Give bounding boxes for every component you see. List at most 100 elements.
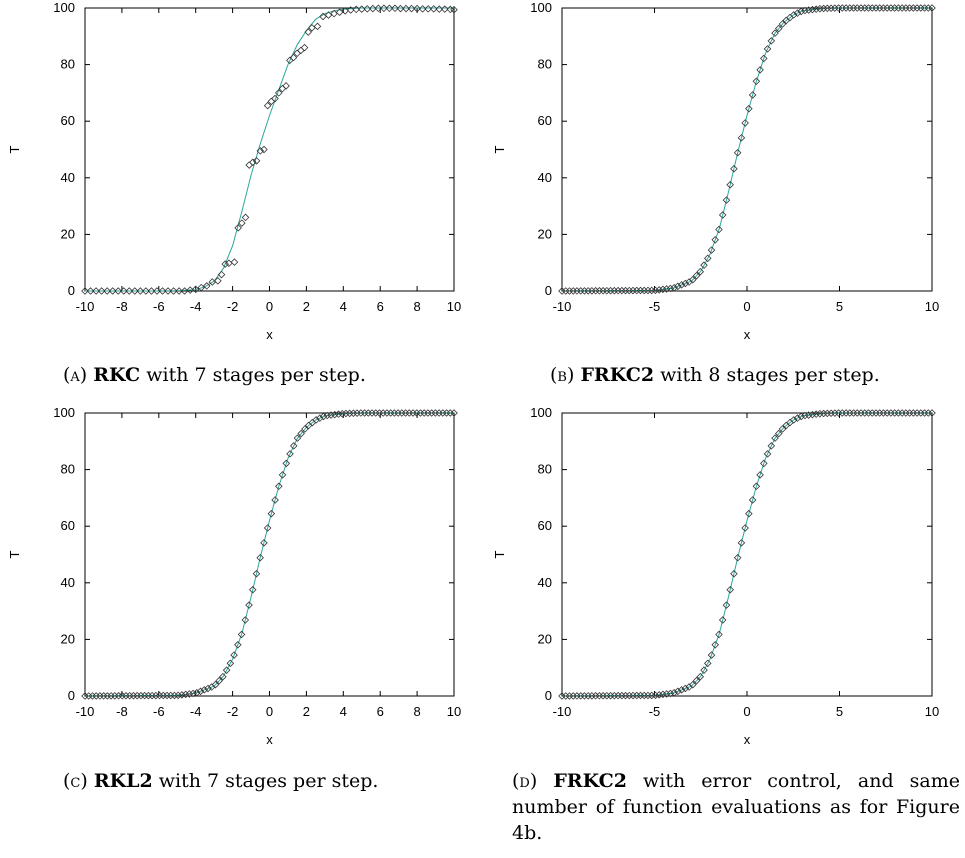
y-tick-label: 40 <box>61 575 75 590</box>
plot-frame <box>561 7 933 292</box>
data-point-marker <box>193 688 201 697</box>
caption-b-method: FRKC2 <box>580 364 655 386</box>
data-point-marker <box>297 429 305 438</box>
data-point-marker <box>196 687 205 696</box>
x-tick-label: 0 <box>743 299 750 314</box>
x-tick-label: 4 <box>340 299 347 314</box>
chart-panel-d: -10 -5 0 5 10 0 20 40 60 80 100 x T <box>482 405 965 755</box>
y-tick-label: 60 <box>538 113 552 128</box>
data-point-marker <box>248 585 257 594</box>
data-point-marker <box>260 145 268 154</box>
data-point-marker <box>219 672 227 681</box>
data-point-marker <box>715 225 723 234</box>
data-point-marker <box>297 46 305 55</box>
y-tick-label: 60 <box>538 518 552 533</box>
x-tick-label: 10 <box>447 704 461 719</box>
data-point-marker <box>767 37 776 45</box>
y-axis-label: T <box>492 145 507 153</box>
data-point-marker <box>245 161 253 169</box>
data-point-marker <box>282 459 291 468</box>
data-point-marker <box>763 45 772 53</box>
data-point-marker <box>237 630 246 639</box>
data-point-marker <box>211 680 220 689</box>
x-tick-label: 8 <box>413 299 420 314</box>
series-line <box>561 7 932 292</box>
y-axis-label: T <box>7 550 22 558</box>
data-point-marker <box>338 409 346 418</box>
caption-a-label: (a) <box>63 364 88 386</box>
data-point-marker <box>252 569 261 578</box>
x-tick-label: -6 <box>153 704 165 719</box>
x-tick-label: 5 <box>836 299 843 314</box>
x-tick-label: -10 <box>553 704 572 719</box>
data-point-marker <box>334 410 343 418</box>
x-axis-label: x <box>266 327 273 342</box>
caption-b: (b) FRKC2 with 8 stages per step. <box>550 362 960 388</box>
data-point-marker <box>730 164 738 173</box>
x-tick-label: -2 <box>227 704 239 719</box>
plot-frame <box>561 412 933 697</box>
data-point-marker <box>263 101 272 110</box>
data-point-marker <box>230 258 239 266</box>
data-point-marker <box>928 409 936 417</box>
data-point-marker <box>793 414 802 422</box>
data-point-marker <box>707 246 716 254</box>
data-point-marker <box>689 275 697 284</box>
data-point-marker <box>816 4 824 13</box>
data-point-marker <box>756 471 764 479</box>
caption-c-text: with 7 stages per step. <box>158 770 379 792</box>
data-point-marker <box>142 287 150 295</box>
data-point-marker <box>689 680 697 689</box>
data-point-marker <box>715 630 723 639</box>
data-point-marker <box>733 148 742 157</box>
data-point-marker <box>741 524 749 532</box>
x-tick-label: 6 <box>377 299 384 314</box>
data-point-marker <box>164 287 172 295</box>
data-point-marker <box>745 104 753 113</box>
data-point-marker <box>662 285 671 293</box>
y-tick-label: 40 <box>538 575 552 590</box>
data-point-marker <box>313 22 322 31</box>
x-tick-label: -2 <box>227 299 239 314</box>
data-point-marker <box>722 196 731 204</box>
data-point-marker <box>775 429 783 438</box>
data-point-marker <box>147 287 156 295</box>
x-tick-label: 2 <box>303 704 310 719</box>
data-point-marker <box>692 271 701 280</box>
data-point-marker <box>158 287 167 295</box>
x-tick-label: 0 <box>743 704 750 719</box>
data-point-marker <box>191 285 200 294</box>
data-point-marker <box>789 416 798 424</box>
data-point-marker <box>763 450 772 458</box>
data-point-marker <box>263 524 272 532</box>
data-point-marker <box>252 157 261 165</box>
data-point-marker <box>418 5 427 13</box>
x-tick-label: -10 <box>76 299 95 314</box>
data-point-marker <box>703 254 712 263</box>
x-tick-label: 10 <box>925 299 939 314</box>
data-point-marker <box>722 601 731 609</box>
data-point-marker <box>752 482 761 491</box>
y-tick-label: 40 <box>538 170 552 185</box>
series-line <box>85 7 454 292</box>
data-point-marker <box>801 6 809 15</box>
data-point-marker <box>730 569 738 578</box>
data-point-marker <box>707 651 716 659</box>
data-point-marker <box>756 66 764 74</box>
data-point-marker <box>692 676 701 685</box>
data-point-marker <box>234 641 242 649</box>
data-point-marker <box>241 616 250 624</box>
data-point-marker <box>789 11 798 19</box>
data-point-marker <box>316 414 324 422</box>
y-tick-label: 20 <box>538 226 552 241</box>
data-point-marker <box>274 89 283 97</box>
caption-c-label: (c) <box>63 770 88 792</box>
data-point-marker <box>767 442 776 450</box>
data-point-marker <box>230 651 238 659</box>
data-point-marker <box>222 666 231 674</box>
data-point-marker <box>831 409 839 417</box>
y-tick-label: 20 <box>61 631 75 646</box>
data-point-marker <box>778 20 787 28</box>
